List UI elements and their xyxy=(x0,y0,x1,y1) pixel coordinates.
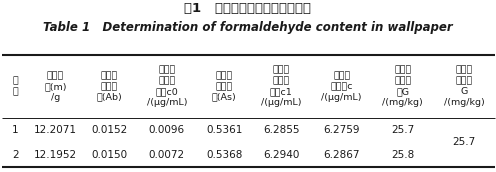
Text: 12.1952: 12.1952 xyxy=(34,149,77,160)
Text: 0.0150: 0.0150 xyxy=(92,149,127,160)
Text: 样品甲
醛质量
浓度c1
/(μg/mL): 样品甲 醛质量 浓度c1 /(μg/mL) xyxy=(261,66,302,107)
Text: 甲醛质
量浓度c
/(μg/mL): 甲醛质 量浓度c /(μg/mL) xyxy=(321,71,362,102)
Text: 样品质
量(m)
/g: 样品质 量(m) /g xyxy=(44,71,66,102)
Text: 空白溶
液吸光
度(Ab): 空白溶 液吸光 度(Ab) xyxy=(97,71,123,102)
Text: 样品溶
液吸光
度(As): 样品溶 液吸光 度(As) xyxy=(212,71,237,102)
Text: 6.2940: 6.2940 xyxy=(263,149,300,160)
Text: Table 1   Determination of formaldehyde content in wallpaper: Table 1 Determination of formaldehyde co… xyxy=(43,21,453,34)
Text: 6.2867: 6.2867 xyxy=(323,149,360,160)
Text: 空白甲
醛质量
浓度c0
/(μg/mL): 空白甲 醛质量 浓度c0 /(μg/mL) xyxy=(147,66,187,107)
Text: 25.7: 25.7 xyxy=(391,125,414,135)
Text: 0.0152: 0.0152 xyxy=(91,125,128,135)
Text: 0.0096: 0.0096 xyxy=(149,125,185,135)
Text: 1: 1 xyxy=(12,125,19,135)
Text: 平均甲
醛含量
G
/(mg/kg): 平均甲 醛含量 G /(mg/kg) xyxy=(444,66,485,107)
Text: 12.2071: 12.2071 xyxy=(34,125,77,135)
Text: 0.5361: 0.5361 xyxy=(206,125,243,135)
Text: 6.2759: 6.2759 xyxy=(323,125,360,135)
Text: 2: 2 xyxy=(12,149,19,160)
Text: 序
号: 序 号 xyxy=(12,77,18,96)
Text: 表1   壁纸中甲醛含量的测定结果: 表1 壁纸中甲醛含量的测定结果 xyxy=(185,2,311,15)
Text: 0.0072: 0.0072 xyxy=(149,149,185,160)
Text: 壁纸中
甲醛含
量G
/(mg/kg): 壁纸中 甲醛含 量G /(mg/kg) xyxy=(382,66,423,107)
Text: 25.7: 25.7 xyxy=(452,137,476,147)
Text: 25.8: 25.8 xyxy=(391,149,414,160)
Text: 6.2855: 6.2855 xyxy=(263,125,300,135)
Text: 0.5368: 0.5368 xyxy=(206,149,243,160)
